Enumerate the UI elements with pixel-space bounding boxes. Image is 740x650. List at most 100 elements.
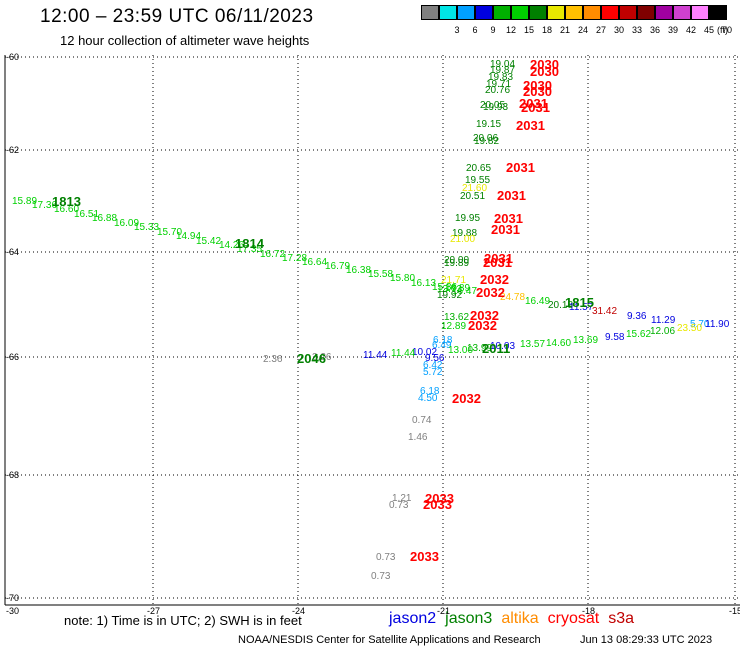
wave-height-value: 12.06 — [650, 326, 675, 337]
legend-label: 9 — [490, 25, 496, 35]
longitude-label: -27 — [147, 606, 160, 616]
satellite-name-jason3: jason3 — [445, 610, 493, 627]
wave-height-value: 23.50 — [677, 323, 702, 334]
wave-height-value: 15.42 — [196, 236, 221, 247]
legend-label: 27 — [595, 25, 606, 35]
wave-height-value: 13.00 — [448, 345, 473, 356]
satellite-legend: jason2 jason3 altika cryosat s3a — [389, 610, 643, 628]
note-text: note: 1) Time is in UTC; 2) SWH is in fe… — [64, 613, 302, 628]
pass-time-label: 2030 — [523, 78, 552, 93]
pass-time-label: 2031 — [484, 251, 513, 266]
wave-height-value: 16.88 — [92, 213, 117, 224]
wave-height-value: 16.09 — [114, 218, 139, 229]
latitude-label: -60 — [6, 52, 19, 62]
pass-time-label: 1815 — [565, 295, 594, 310]
pass-time-label: 2032 — [480, 272, 509, 287]
wave-height-value: 20.18 — [548, 300, 573, 311]
wave-height-value: 16.64 — [302, 257, 327, 268]
wave-height-value: 17.35 — [237, 244, 262, 255]
wave-height-value: 5.70 — [690, 319, 710, 330]
legend-swatch — [601, 5, 619, 20]
wave-height-value: 19.15 — [476, 119, 501, 130]
legend-label: 3 — [454, 25, 460, 35]
wave-height-value: 11.90 — [705, 319, 730, 330]
pass-time-label: 2031 — [497, 188, 526, 203]
page-title: 12:00 – 23:59 UTC 06/11/2023 — [40, 6, 314, 27]
satellite-name-s3a: s3a — [608, 610, 635, 627]
legend-label: 6 — [472, 25, 478, 35]
wave-height-value: 2.36 — [263, 354, 283, 365]
wave-height-value: 0.73 — [389, 500, 409, 511]
legend-label: 12 — [505, 25, 516, 35]
wave-height-value: 20.51 — [460, 191, 485, 202]
longitude-label: -21 — [437, 606, 450, 616]
wave-height-value: 11.57 — [569, 302, 594, 313]
wave-height-value: 20.05 — [480, 100, 505, 111]
wave-height-value: 21.60 — [462, 183, 487, 194]
wave-height-value: 19.92 — [437, 290, 462, 301]
pass-time-label: 2033 — [410, 549, 439, 564]
pass-time-label: 2031 — [483, 255, 512, 270]
pass-time-label: 2030 — [530, 64, 559, 79]
wave-height-value: 16.60 — [54, 204, 79, 215]
wave-height-value: 1.21 — [392, 493, 412, 504]
wave-height-value: 19.04 — [490, 59, 515, 70]
wave-height-value: 16.72 — [260, 249, 285, 260]
legend-label: 21 — [559, 25, 570, 35]
latitude-label: -62 — [6, 145, 19, 155]
legend-swatch — [583, 5, 601, 20]
pass-time-label: 2031 — [516, 118, 545, 133]
pass-time-label: 2031 — [506, 160, 535, 175]
wave-height-value: 13.99 — [467, 343, 492, 354]
legend-swatch — [547, 5, 565, 20]
wave-height-value: 6.18 — [420, 386, 440, 397]
wave-height-value: 20.65 — [466, 163, 491, 174]
legend-swatch — [619, 5, 637, 20]
wave-height-value: 19.93 — [483, 102, 508, 113]
longitude-label: -30 — [6, 606, 19, 616]
wave-height-value: 16.51 — [74, 209, 99, 220]
latitude-label: -70 — [6, 593, 19, 603]
footer-credit: NOAA/NESDIS Center for Satellite Applica… — [238, 634, 541, 646]
legend-swatch — [475, 5, 493, 20]
wave-height-value: 24.78 — [500, 292, 525, 303]
wave-height-value: 19.55 — [465, 175, 490, 186]
legend-swatch — [457, 5, 475, 20]
pass-time-label: 2032 — [468, 318, 497, 333]
pass-time-label: 2030 — [530, 57, 559, 72]
wave-height-value: 16.49 — [525, 296, 550, 307]
pass-time-label: 2011 — [482, 341, 510, 356]
satellite-name-jason2: jason2 — [389, 610, 437, 627]
wave-height-value: 21.71 — [441, 275, 466, 286]
wave-height-value: 0.73 — [376, 552, 396, 563]
pass-time-label: 2030 — [523, 84, 552, 99]
wave-height-value: 13.73 — [437, 284, 462, 295]
legend-swatch — [691, 5, 709, 20]
legend-label: 30 — [613, 25, 624, 35]
wave-height-value: 13.57 — [520, 339, 545, 350]
wave-height-value: 0.74 — [412, 415, 432, 426]
legend-label: 45 — [703, 25, 714, 35]
legend-unit: (ft) — [717, 25, 728, 35]
satellite-name-altika: altika — [501, 610, 539, 627]
wave-height-value: 31.42 — [592, 306, 617, 317]
wave-height-value: 15.33 — [134, 222, 159, 233]
latitude-label: -66 — [6, 352, 19, 362]
pass-time-label: 2032 — [452, 391, 481, 406]
pass-time-label: 2031 — [494, 211, 523, 226]
wave-height-value: 19.71 — [486, 79, 511, 90]
wave-height-value: 12.89 — [441, 321, 466, 332]
latitude-label: -68 — [6, 470, 19, 480]
pass-time-label: 2031 — [491, 222, 520, 237]
pass-time-label: 1813 — [52, 194, 81, 209]
pass-time-label: 2031 — [519, 96, 548, 111]
pass-time-label: 1814 — [235, 236, 265, 251]
wave-height-value: 4.50 — [418, 393, 438, 404]
wave-height-value: 10.02 — [412, 347, 437, 358]
wave-height-value: 15.80 — [390, 273, 415, 284]
longitude-label: -15 — [729, 606, 740, 616]
pass-time-label: 2033 — [423, 497, 452, 512]
wave-height-value: 19.95 — [455, 213, 480, 224]
pass-time-label: 2046 — [297, 351, 326, 366]
